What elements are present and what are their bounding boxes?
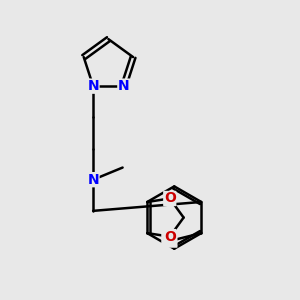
Text: O: O	[164, 191, 176, 206]
Text: Cl: Cl	[162, 233, 177, 247]
Text: N: N	[87, 173, 99, 187]
Text: N: N	[87, 79, 99, 93]
Text: O: O	[164, 230, 176, 244]
Text: N: N	[118, 79, 130, 93]
